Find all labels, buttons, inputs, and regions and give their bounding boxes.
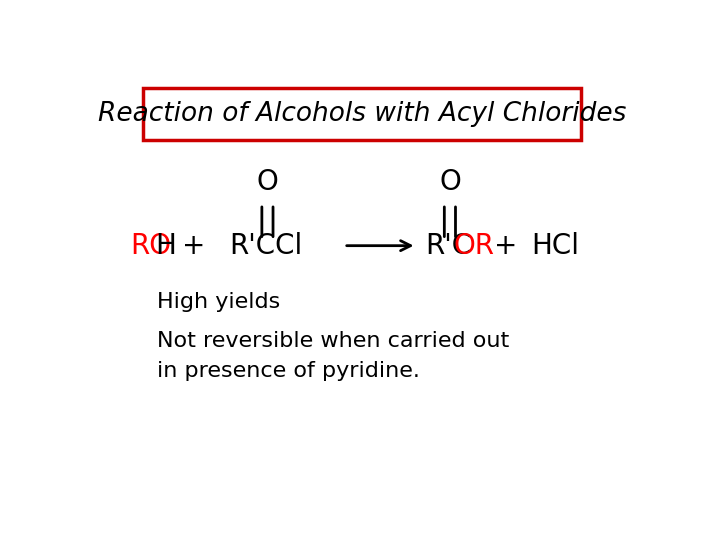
- Text: RO: RO: [130, 232, 171, 260]
- Text: Reaction of Alcohols with Acyl Chlorides: Reaction of Alcohols with Acyl Chlorides: [98, 100, 626, 127]
- Text: +: +: [494, 232, 518, 260]
- Text: R'CCl: R'CCl: [230, 232, 302, 260]
- Text: R'C: R'C: [425, 232, 471, 260]
- Text: O: O: [439, 168, 461, 196]
- Text: HCl: HCl: [531, 232, 579, 260]
- Text: O: O: [256, 168, 279, 196]
- Text: Not reversible when carried out
in presence of pyridine.: Not reversible when carried out in prese…: [157, 331, 509, 381]
- FancyBboxPatch shape: [143, 87, 581, 140]
- Text: OR: OR: [454, 232, 494, 260]
- Text: +: +: [181, 232, 205, 260]
- Text: High yields: High yields: [157, 292, 280, 312]
- Text: H: H: [156, 232, 176, 260]
